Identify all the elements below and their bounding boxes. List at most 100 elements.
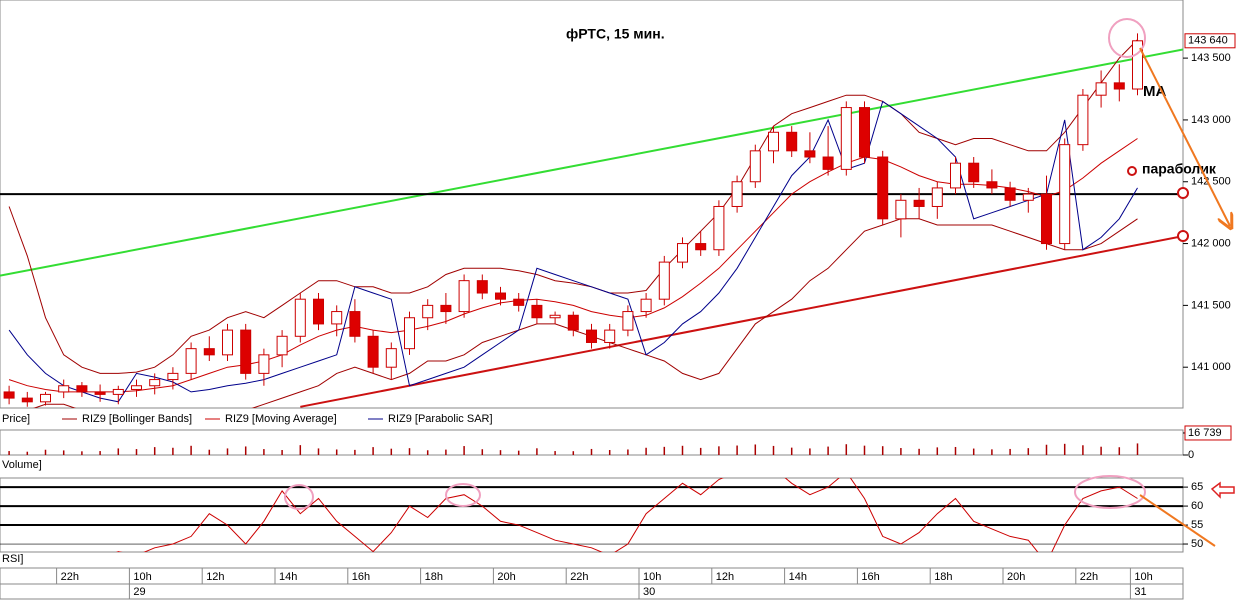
- date-label: 30: [643, 586, 655, 598]
- candle-body: [403, 317, 416, 350]
- candle-body: [458, 280, 470, 313]
- candle-body: [385, 348, 397, 368]
- chart-title: фРТС, 15 мин.: [566, 26, 665, 42]
- candle-body: [203, 348, 215, 356]
- candle-body: [968, 162, 980, 183]
- x-tick-label: 16h: [352, 571, 370, 583]
- candle-body: [822, 156, 834, 170]
- candle-body: [294, 298, 306, 337]
- line-marker: [1177, 230, 1189, 242]
- candle-body: [331, 311, 343, 325]
- panel-label: Volume]: [2, 459, 42, 471]
- highlight: [1074, 475, 1146, 509]
- x-tick-label: 12h: [716, 571, 734, 583]
- candle-body: [658, 261, 670, 300]
- x-tick-label: 22h: [61, 571, 79, 583]
- candle-body: [676, 243, 689, 263]
- candle-body: [167, 372, 179, 381]
- x-tick-label: 22h: [1080, 571, 1098, 583]
- candle-body: [640, 298, 652, 313]
- candle-body: [440, 304, 452, 313]
- candle-body: [531, 304, 543, 319]
- candle-body: [349, 311, 361, 337]
- candle-body: [604, 329, 616, 343]
- candle-body: [312, 298, 325, 325]
- panel-label: RSI]: [2, 553, 23, 565]
- rsi-plot: [0, 478, 1183, 552]
- bollinger-upper: [8, 39, 1138, 374]
- rsi-line: [116, 478, 1138, 552]
- y-tick-label: 16 739: [1188, 427, 1222, 439]
- y-tick-label: 142 500: [1191, 176, 1231, 188]
- last-price-label: 143 640: [1188, 35, 1228, 47]
- y-tick-label: 141 500: [1191, 299, 1231, 311]
- candle-body: [713, 205, 725, 251]
- candle-body: [1004, 187, 1016, 201]
- y-tick-label: 142 000: [1191, 237, 1231, 249]
- candle-body: [240, 329, 252, 374]
- x-tick-label: 14h: [789, 571, 807, 583]
- y-tick-label: 50: [1191, 538, 1203, 550]
- candle-body: [913, 199, 925, 207]
- y-tick-label: 141 000: [1191, 361, 1231, 373]
- volume-plot: [8, 443, 1139, 455]
- arrow-marker: [1210, 481, 1235, 499]
- x-tick-label: 10h: [133, 571, 151, 583]
- x-tick-label: 16h: [861, 571, 879, 583]
- candle-body: [931, 187, 943, 207]
- x-tick-label: 18h: [934, 571, 952, 583]
- candle-body: [895, 199, 907, 220]
- date-label: 31: [1134, 586, 1146, 598]
- candle-body: [94, 391, 106, 395]
- candle-body: [567, 314, 579, 331]
- candle-body: [112, 388, 124, 395]
- x-tick-label: 22h: [570, 571, 588, 583]
- y-tick-label: 143 500: [1191, 52, 1231, 64]
- y-tick-label: 65: [1191, 481, 1203, 493]
- candle-body: [695, 243, 707, 251]
- candle-body: [585, 329, 598, 343]
- candle-body: [949, 162, 962, 189]
- price-plot: [0, 33, 1183, 408]
- x-tick-label: 10h: [643, 571, 661, 583]
- candle-body: [221, 329, 234, 356]
- candle-body: [786, 131, 798, 152]
- value-box: [1184, 425, 1232, 441]
- candle-body: [858, 107, 871, 158]
- arrow: [1139, 494, 1216, 547]
- annotation: параболик: [1142, 161, 1217, 177]
- candle-body: [549, 314, 561, 319]
- arrow: [1139, 47, 1230, 226]
- overlay: 141 000 141 500 142 000 142 500 143 000 143 5…: [56, 33, 1236, 599]
- candle-body: [877, 156, 889, 220]
- candle-body: [494, 292, 507, 300]
- candle-body: [21, 397, 33, 403]
- y-tick-label: 143 000: [1191, 114, 1231, 126]
- candle-body: [986, 181, 998, 189]
- y-tick-label: 60: [1191, 500, 1203, 512]
- candle-body: [367, 335, 379, 368]
- candle-body: [39, 393, 52, 403]
- candle-body: [513, 298, 525, 306]
- candle-body: [1077, 94, 1089, 146]
- candle-body: [258, 354, 270, 374]
- candle-body: [749, 150, 761, 183]
- line-marker: [1127, 166, 1137, 176]
- candle-body: [1022, 193, 1034, 201]
- indicator-line: [8, 138, 1138, 393]
- candle-body: [804, 150, 816, 158]
- trendline: [0, 48, 1183, 277]
- last-price-box: [1184, 33, 1236, 49]
- y-tick-label: 55: [1191, 519, 1203, 531]
- x-tick-label: 18h: [425, 571, 443, 583]
- candle-body: [185, 348, 197, 374]
- x-tick-label: 20h: [497, 571, 515, 583]
- candle-body: [1113, 82, 1125, 90]
- date-label: 29: [133, 586, 145, 598]
- x-tick-label: 12h: [206, 571, 224, 583]
- x-tick-label: 14h: [279, 571, 297, 583]
- candle-body: [1095, 82, 1107, 96]
- candle-body: [476, 280, 488, 294]
- candle-body: [1059, 144, 1071, 245]
